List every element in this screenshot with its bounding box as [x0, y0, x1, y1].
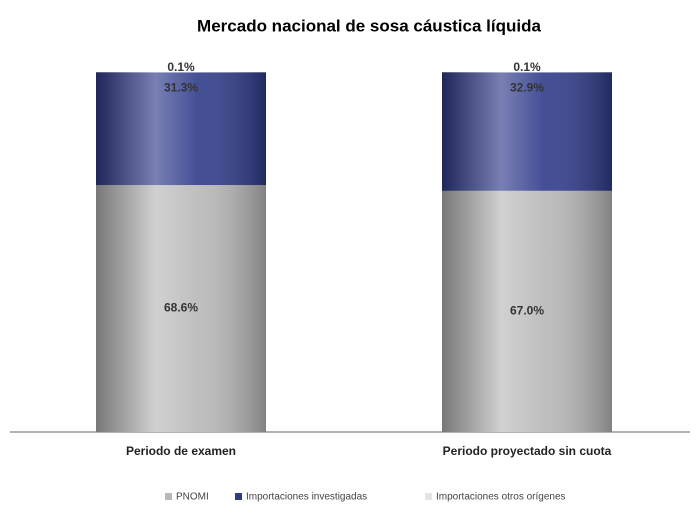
- legend-marker: [235, 493, 242, 500]
- legend-label: PNOMI: [176, 492, 209, 503]
- value-label: 0.1%: [513, 60, 541, 74]
- cylinder-shading: [96, 72, 266, 432]
- legend-marker: [425, 493, 432, 500]
- value-label: 67.0%: [510, 304, 544, 318]
- value-label: 31.3%: [164, 81, 198, 95]
- x-tick-label: Periodo de examen: [126, 444, 236, 458]
- legend-label: Importaciones investigadas: [246, 492, 367, 503]
- cylinder-shading: [442, 72, 612, 432]
- legend-label: Importaciones otros orígenes: [436, 492, 566, 503]
- value-label: 68.6%: [164, 301, 198, 315]
- x-tick-label: Periodo proyectado sin cuota: [443, 444, 612, 458]
- chart-title: Mercado nacional de sosa cáustica líquid…: [197, 16, 541, 35]
- legend-marker: [165, 493, 172, 500]
- value-label: 32.9%: [510, 81, 544, 95]
- value-label: 0.1%: [167, 60, 195, 74]
